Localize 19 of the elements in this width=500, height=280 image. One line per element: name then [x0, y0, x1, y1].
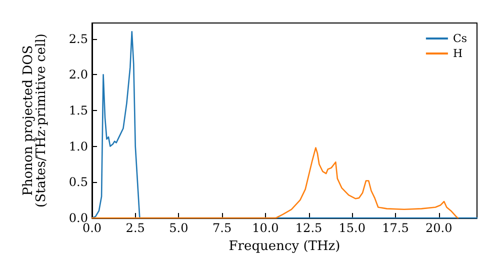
- line-series: [91, 147, 459, 219]
- x-tick-label: 5.0: [169, 221, 188, 235]
- x-tick-label: 7.5: [212, 221, 232, 235]
- y-tick-label: 1.0: [68, 139, 88, 154]
- x-tick-label: 20.0: [425, 221, 452, 235]
- legend-label: H: [452, 47, 463, 60]
- x-tick-label: 0.0: [82, 221, 102, 235]
- y-axis-title: Phonon projected DOS (States/THz·primitive cell): [21, 33, 49, 208]
- x-axis-title: Frequency (THz): [228, 239, 340, 254]
- x-tick-label: 17.5: [382, 221, 409, 235]
- x-tick-label: 2.5: [126, 221, 145, 235]
- x-tick-label: 15.0: [338, 221, 366, 235]
- x-tick-label: 12.5: [295, 221, 322, 235]
- legend-label: Cs: [452, 32, 468, 45]
- y-tick-label: 0.5: [68, 175, 88, 190]
- y-tick-label: 2.5: [68, 32, 88, 46]
- x-tick-label: 10.0: [252, 221, 279, 235]
- y-tick-label: 1.5: [68, 103, 88, 118]
- y-tick-label: 2.0: [68, 68, 88, 82]
